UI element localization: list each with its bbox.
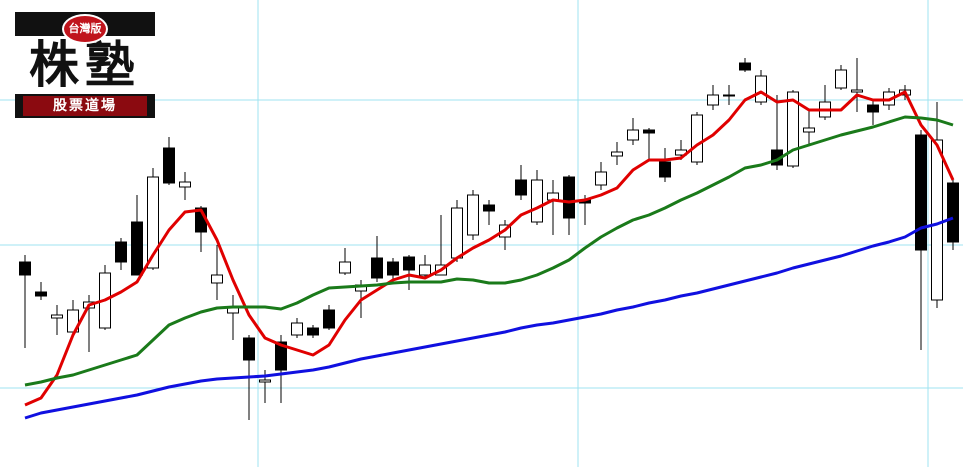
moving-average-line [24, 90, 955, 407]
candle-body [467, 194, 479, 236]
moving-average-line [24, 216, 954, 420]
candle-body [531, 179, 543, 223]
candle-body [19, 261, 31, 276]
candle-body [947, 182, 959, 243]
logo: 株塾 台灣版 股票道場 [15, 12, 155, 118]
candle-body [115, 241, 127, 263]
logo-subtitle: 股票道場 [23, 96, 147, 116]
candle-body [131, 221, 143, 276]
candle-body [835, 69, 847, 89]
logo-badge: 台灣版 [62, 14, 108, 44]
candle-body [867, 104, 879, 113]
candle-body [803, 127, 815, 133]
candle-body [755, 75, 767, 103]
candle-body [35, 291, 47, 297]
candle-body [691, 114, 703, 163]
candle-body [163, 147, 175, 184]
candle-body [931, 139, 943, 301]
candle-body [739, 62, 751, 71]
candle-body [659, 161, 671, 178]
candle-body [627, 129, 639, 141]
candle-body [371, 257, 383, 279]
candle-body [563, 176, 575, 219]
moving-average-line [24, 115, 954, 387]
logo-title: 株塾 [15, 36, 155, 94]
candle-body [787, 91, 799, 167]
candle-body [291, 322, 303, 336]
candle-body [851, 89, 863, 93]
candle-body [179, 181, 191, 188]
candle-body [403, 256, 415, 271]
candle-body [643, 129, 655, 134]
candle-body [451, 207, 463, 259]
candle-body [147, 176, 159, 269]
candle-body [323, 309, 335, 329]
candle-body [483, 204, 495, 212]
candle-body [387, 261, 399, 276]
candle-body [723, 94, 735, 97]
candle-body [51, 314, 63, 319]
candle-body [707, 94, 719, 106]
candle-body [515, 179, 527, 196]
candle-body [611, 151, 623, 157]
candle-body [211, 274, 223, 284]
candle-body [243, 337, 255, 361]
candle-body [307, 327, 319, 336]
candle-body [915, 134, 927, 251]
candle-body [419, 264, 431, 276]
candle-body [259, 379, 271, 383]
candle-body [595, 171, 607, 186]
candle-body [275, 341, 287, 371]
candle-body [339, 261, 351, 274]
